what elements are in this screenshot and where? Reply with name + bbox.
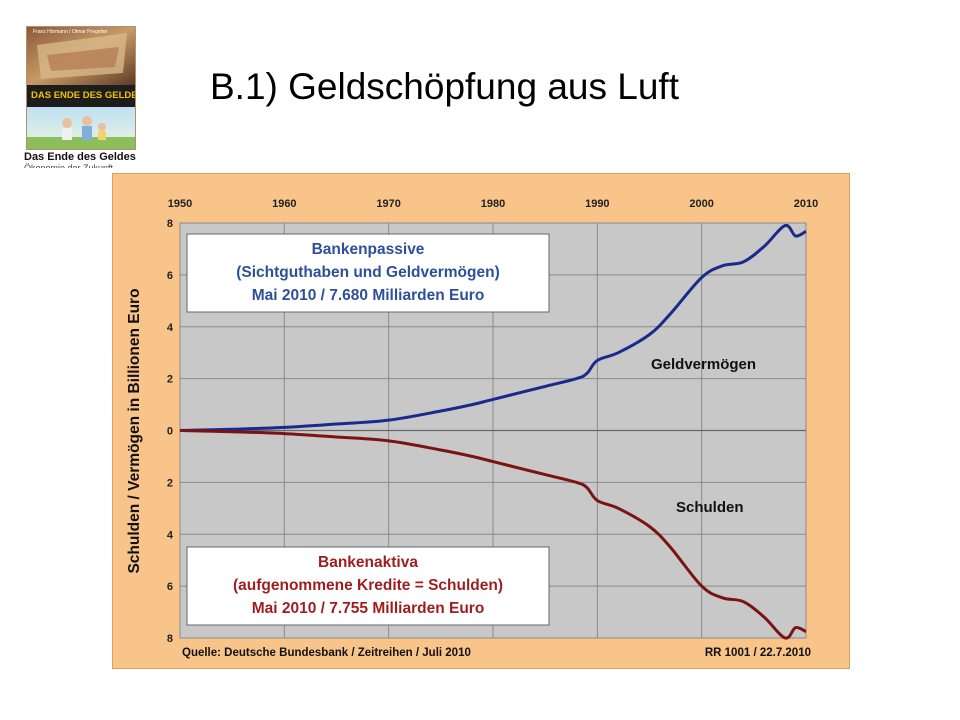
- series-line-geldvermoegen: [179, 224, 807, 432]
- slide-title: B.1) Geldschöpfung aus Luft: [210, 66, 679, 107]
- box-bottom-line-2: (aufgenommene Kredite = Schulden): [233, 577, 503, 594]
- source-text: Quelle: Deutsche Bundesbank / Zeitreihen…: [182, 647, 471, 659]
- grid-lines: [179, 222, 807, 639]
- x-tick-label-1970: 1970: [376, 198, 400, 210]
- y-tick-label-upper-0: 0: [167, 426, 173, 438]
- box-top-line-1: Bankenpassive: [312, 241, 425, 258]
- x-tick-label-2010: 2010: [794, 198, 818, 210]
- y-tick-label-upper-4: 4: [167, 322, 174, 334]
- series-lines: [179, 224, 807, 640]
- y-axis-label: Schulden / Vermögen in Billionen Euro: [126, 288, 143, 573]
- book-caption-subtitle: Ökonomie der Zukunft: [24, 163, 114, 168]
- y-axis-ticks: 8 6 4 2 0 2 4 6 8: [167, 218, 174, 645]
- x-axis-ticks: 1950 1960 1970 1980 1990 2000 2010: [168, 198, 818, 210]
- book-caption: Das Ende des Geldes: [24, 151, 136, 163]
- y-tick-label-lower-6: 6: [167, 581, 173, 593]
- bank-assets-box: Bankenaktiva (aufgenommene Kredite = Sch…: [186, 546, 550, 626]
- revision-text: RR 1001 / 22.7.2010: [705, 647, 811, 659]
- x-tick-label-2000: 2000: [689, 198, 713, 210]
- y-tick-label-lower-8: 8: [167, 633, 173, 645]
- book-cover-image: Franz Hörmann / Otmar Pregetter DAS ENDE…: [26, 26, 136, 150]
- y-tick-label-upper-2: 2: [167, 374, 173, 386]
- box-bottom-line-1: Bankenaktiva: [318, 554, 418, 571]
- y-tick-label-lower-4: 4: [167, 529, 174, 541]
- box-top-line-2: (Sichtguthaben und Geldvermögen): [236, 264, 500, 281]
- x-tick-label-1980: 1980: [481, 198, 505, 210]
- y-tick-label-upper-8: 8: [167, 218, 173, 230]
- box-bottom-line-3: Mai 2010 / 7.755 Milliarden Euro: [252, 600, 485, 617]
- x-tick-label-1990: 1990: [585, 198, 609, 210]
- book-cover-authors: Franz Hörmann / Otmar Pregetter: [33, 29, 108, 35]
- schulden-label: Schulden: [676, 499, 744, 516]
- x-tick-label-1960: 1960: [272, 198, 296, 210]
- series-line-schulden: [179, 429, 807, 640]
- book-cover-title: DAS ENDE DES GELDES: [31, 90, 136, 101]
- x-tick-label-1950: 1950: [168, 198, 192, 210]
- bank-liabilities-box: Bankenpassive (Sichtguthaben und Geldver…: [186, 233, 550, 313]
- geldvermoegen-label: Geldvermögen: [651, 356, 756, 373]
- money-creation-chart: 1950 1960 1970 1980 1990 2000 2010 8 6 4 2 0 2 4 6 8 S…: [112, 173, 850, 669]
- y-tick-label-lower-2: 2: [167, 477, 173, 489]
- y-tick-label-upper-6: 6: [167, 270, 173, 282]
- box-top-line-3: Mai 2010 / 7.680 Milliarden Euro: [252, 287, 485, 304]
